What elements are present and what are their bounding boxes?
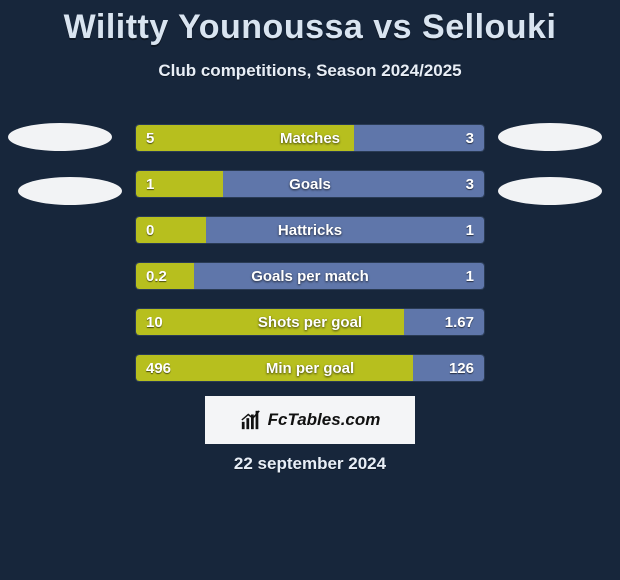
left-value: 5 — [146, 125, 154, 151]
right-bar — [223, 171, 484, 197]
right-value: 3 — [466, 125, 474, 151]
stat-row: 53Matches — [135, 124, 485, 152]
team-badge — [498, 177, 602, 205]
team-badge — [18, 177, 122, 205]
stat-row: 496126Min per goal — [135, 354, 485, 382]
stat-row: 0.21Goals per match — [135, 262, 485, 290]
left-value: 0 — [146, 217, 154, 243]
left-value: 1 — [146, 171, 154, 197]
stat-row: 13Goals — [135, 170, 485, 198]
left-bar — [136, 309, 404, 335]
page-title: Wilitty Younoussa vs Sellouki — [0, 0, 620, 47]
left-value: 496 — [146, 355, 171, 381]
right-bar — [206, 217, 484, 243]
left-value: 0.2 — [146, 263, 167, 289]
left-bar — [136, 355, 413, 381]
watermark: FcTables.com — [205, 396, 415, 444]
team-badge — [8, 123, 112, 151]
date-label: 22 september 2024 — [0, 454, 620, 474]
page-subtitle: Club competitions, Season 2024/2025 — [0, 61, 620, 81]
left-bar — [136, 125, 354, 151]
stat-row: 101.67Shots per goal — [135, 308, 485, 336]
team-badge — [498, 123, 602, 151]
right-value: 1 — [466, 217, 474, 243]
chart-icon — [240, 409, 262, 431]
right-value: 3 — [466, 171, 474, 197]
right-value: 1.67 — [445, 309, 474, 335]
right-bar — [354, 125, 485, 151]
left-value: 10 — [146, 309, 163, 335]
watermark-text: FcTables.com — [268, 410, 381, 430]
right-bar — [194, 263, 484, 289]
stat-row: 01Hattricks — [135, 216, 485, 244]
right-value: 1 — [466, 263, 474, 289]
right-value: 126 — [449, 355, 474, 381]
stats-container: 53Matches13Goals01Hattricks0.21Goals per… — [135, 124, 485, 400]
